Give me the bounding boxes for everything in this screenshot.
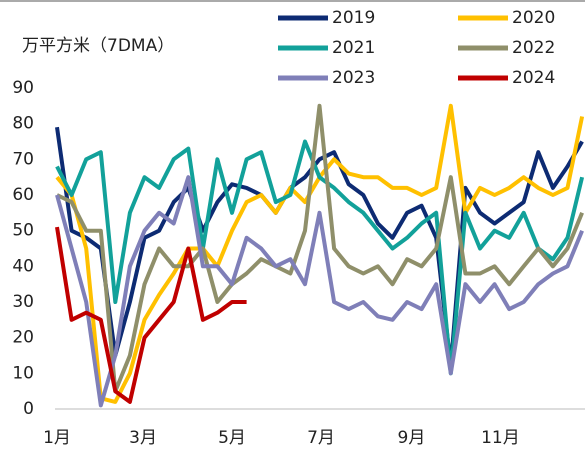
y-tick-label: 10: [12, 363, 34, 383]
y-tick-label: 0: [23, 399, 34, 419]
x-tick-label: 5月: [218, 428, 246, 448]
series-line: [55, 126, 584, 369]
legend-label: 2024: [512, 68, 555, 88]
y-tick-label: 30: [12, 292, 34, 312]
legend-label: 2020: [512, 8, 555, 28]
legend-label: 2023: [332, 68, 375, 88]
series-line: [55, 139, 585, 376]
legend-label: 2019: [332, 8, 375, 28]
x-tick-label: 1月: [43, 428, 71, 448]
x-tick-label: 9月: [398, 428, 426, 448]
y-tick-label: 80: [12, 114, 34, 134]
series-line: [55, 175, 584, 408]
y-tick-label: 70: [12, 149, 34, 169]
series-line: [55, 226, 247, 404]
legend-label: 2022: [512, 38, 555, 58]
legend-label: 2021: [332, 38, 375, 58]
series-line: [56, 103, 584, 394]
x-tick-label: 3月: [129, 428, 157, 448]
y-tick-label: 20: [12, 328, 34, 348]
x-tick-label: 7月: [307, 428, 335, 448]
y-tick-label: 90: [12, 78, 34, 98]
y-tick-label: 40: [12, 256, 34, 276]
y-tick-label: 60: [12, 185, 34, 205]
y-axis-label: 万平方米（7DMA）: [22, 36, 174, 56]
x-tick-label: 11月: [481, 428, 520, 448]
y-tick-label: 50: [12, 221, 34, 241]
